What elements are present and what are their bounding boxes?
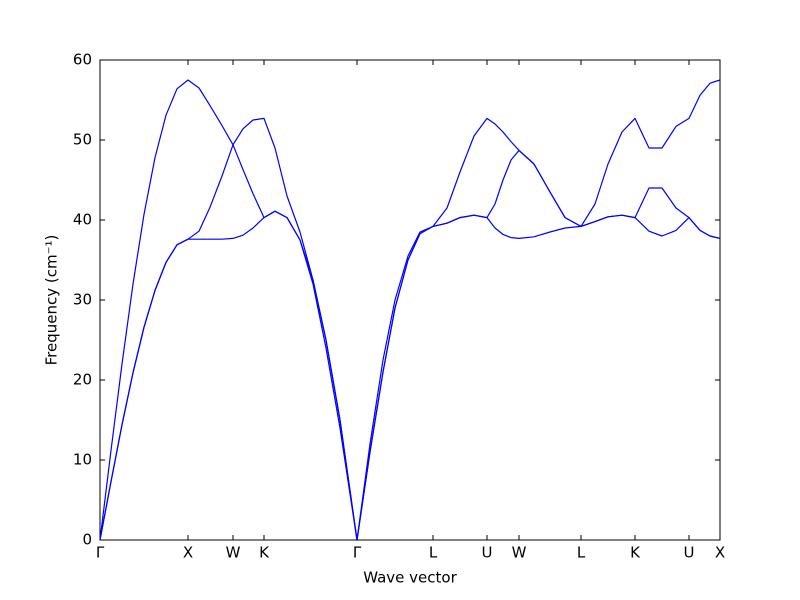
x-tick-label: Γ [353,544,362,562]
y-tick-label: 10 [73,451,92,469]
x-tick-label: L [429,544,438,562]
y-tick-label: 0 [82,531,92,549]
y-tick-label: 50 [73,131,92,149]
y-tick-label: 30 [73,291,92,309]
x-tick-label: Γ [96,544,105,562]
x-axis-label: Wave vector [363,569,457,587]
x-tick-label: L [577,544,586,562]
y-tick-label: 20 [73,371,92,389]
band-line [99,144,721,541]
x-tick-label: K [259,544,270,562]
band-line [99,79,721,541]
x-tick-label: U [684,544,695,562]
x-tick-label: K [630,544,641,562]
y-tick-label: 40 [73,211,92,229]
x-tick-label: U [482,544,493,562]
x-tick-label: X [715,544,725,562]
plot-frame [99,59,721,541]
x-tick-label: W [512,544,527,562]
x-tick-label: X [183,544,193,562]
band-line [99,210,721,541]
y-axis-label: Frequency (cm⁻¹) [43,235,61,366]
x-tick-label: W [226,544,241,562]
y-tick-label: 60 [73,51,92,69]
